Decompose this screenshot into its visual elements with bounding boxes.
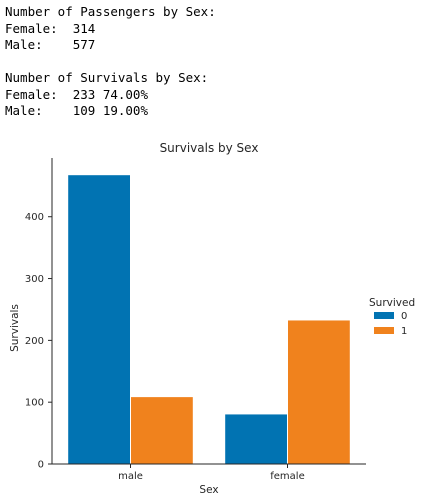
x-tick-label: female <box>270 471 304 482</box>
console-line: Number of Passengers by Sex: <box>5 4 216 19</box>
console-line: Female: 233 74.00% <box>5 86 148 102</box>
legend-swatch-0 <box>374 312 394 319</box>
x-tick-label: male <box>118 471 143 482</box>
legend-swatch-1 <box>374 327 394 334</box>
y-tick-label: 0 <box>38 460 44 471</box>
console-output: Number of Passengers by Sex: Female: 314 M… <box>5 4 216 120</box>
console-line <box>5 54 216 71</box>
y-tick-label: 200 <box>25 336 44 347</box>
bar-male-survived-1 <box>130 396 194 465</box>
survivals-bar-chart: Survivals by Sex 0 100 200 300 400 male femal… <box>9 141 415 496</box>
chart-title: Survivals by Sex <box>160 141 259 155</box>
legend-label-1: 1 <box>401 326 407 337</box>
legend-title: Survived <box>369 297 415 309</box>
plot-area <box>67 174 351 465</box>
console-line: Female: 314 <box>5 20 96 36</box>
y-axis-label: Survivals <box>9 304 21 352</box>
console-line: Number of Survivals by Sex: <box>5 70 209 85</box>
console-line: Male: 577 <box>5 37 96 52</box>
bar-female-survived-1 <box>287 319 351 465</box>
bar-male-survived-0 <box>67 174 131 465</box>
bar-female-survived-0 <box>224 413 288 465</box>
console-line: Male: 109 19.00% <box>5 103 148 118</box>
legend: Survived 0 1 <box>369 297 415 337</box>
x-axis: male female <box>52 463 366 482</box>
legend-label-0: 0 <box>401 311 407 322</box>
y-tick-label: 100 <box>25 398 44 409</box>
y-axis: 0 100 200 300 400 <box>25 158 53 471</box>
y-tick-label: 400 <box>25 212 44 223</box>
y-tick-label: 300 <box>25 274 44 285</box>
x-axis-label: Sex <box>199 484 218 496</box>
